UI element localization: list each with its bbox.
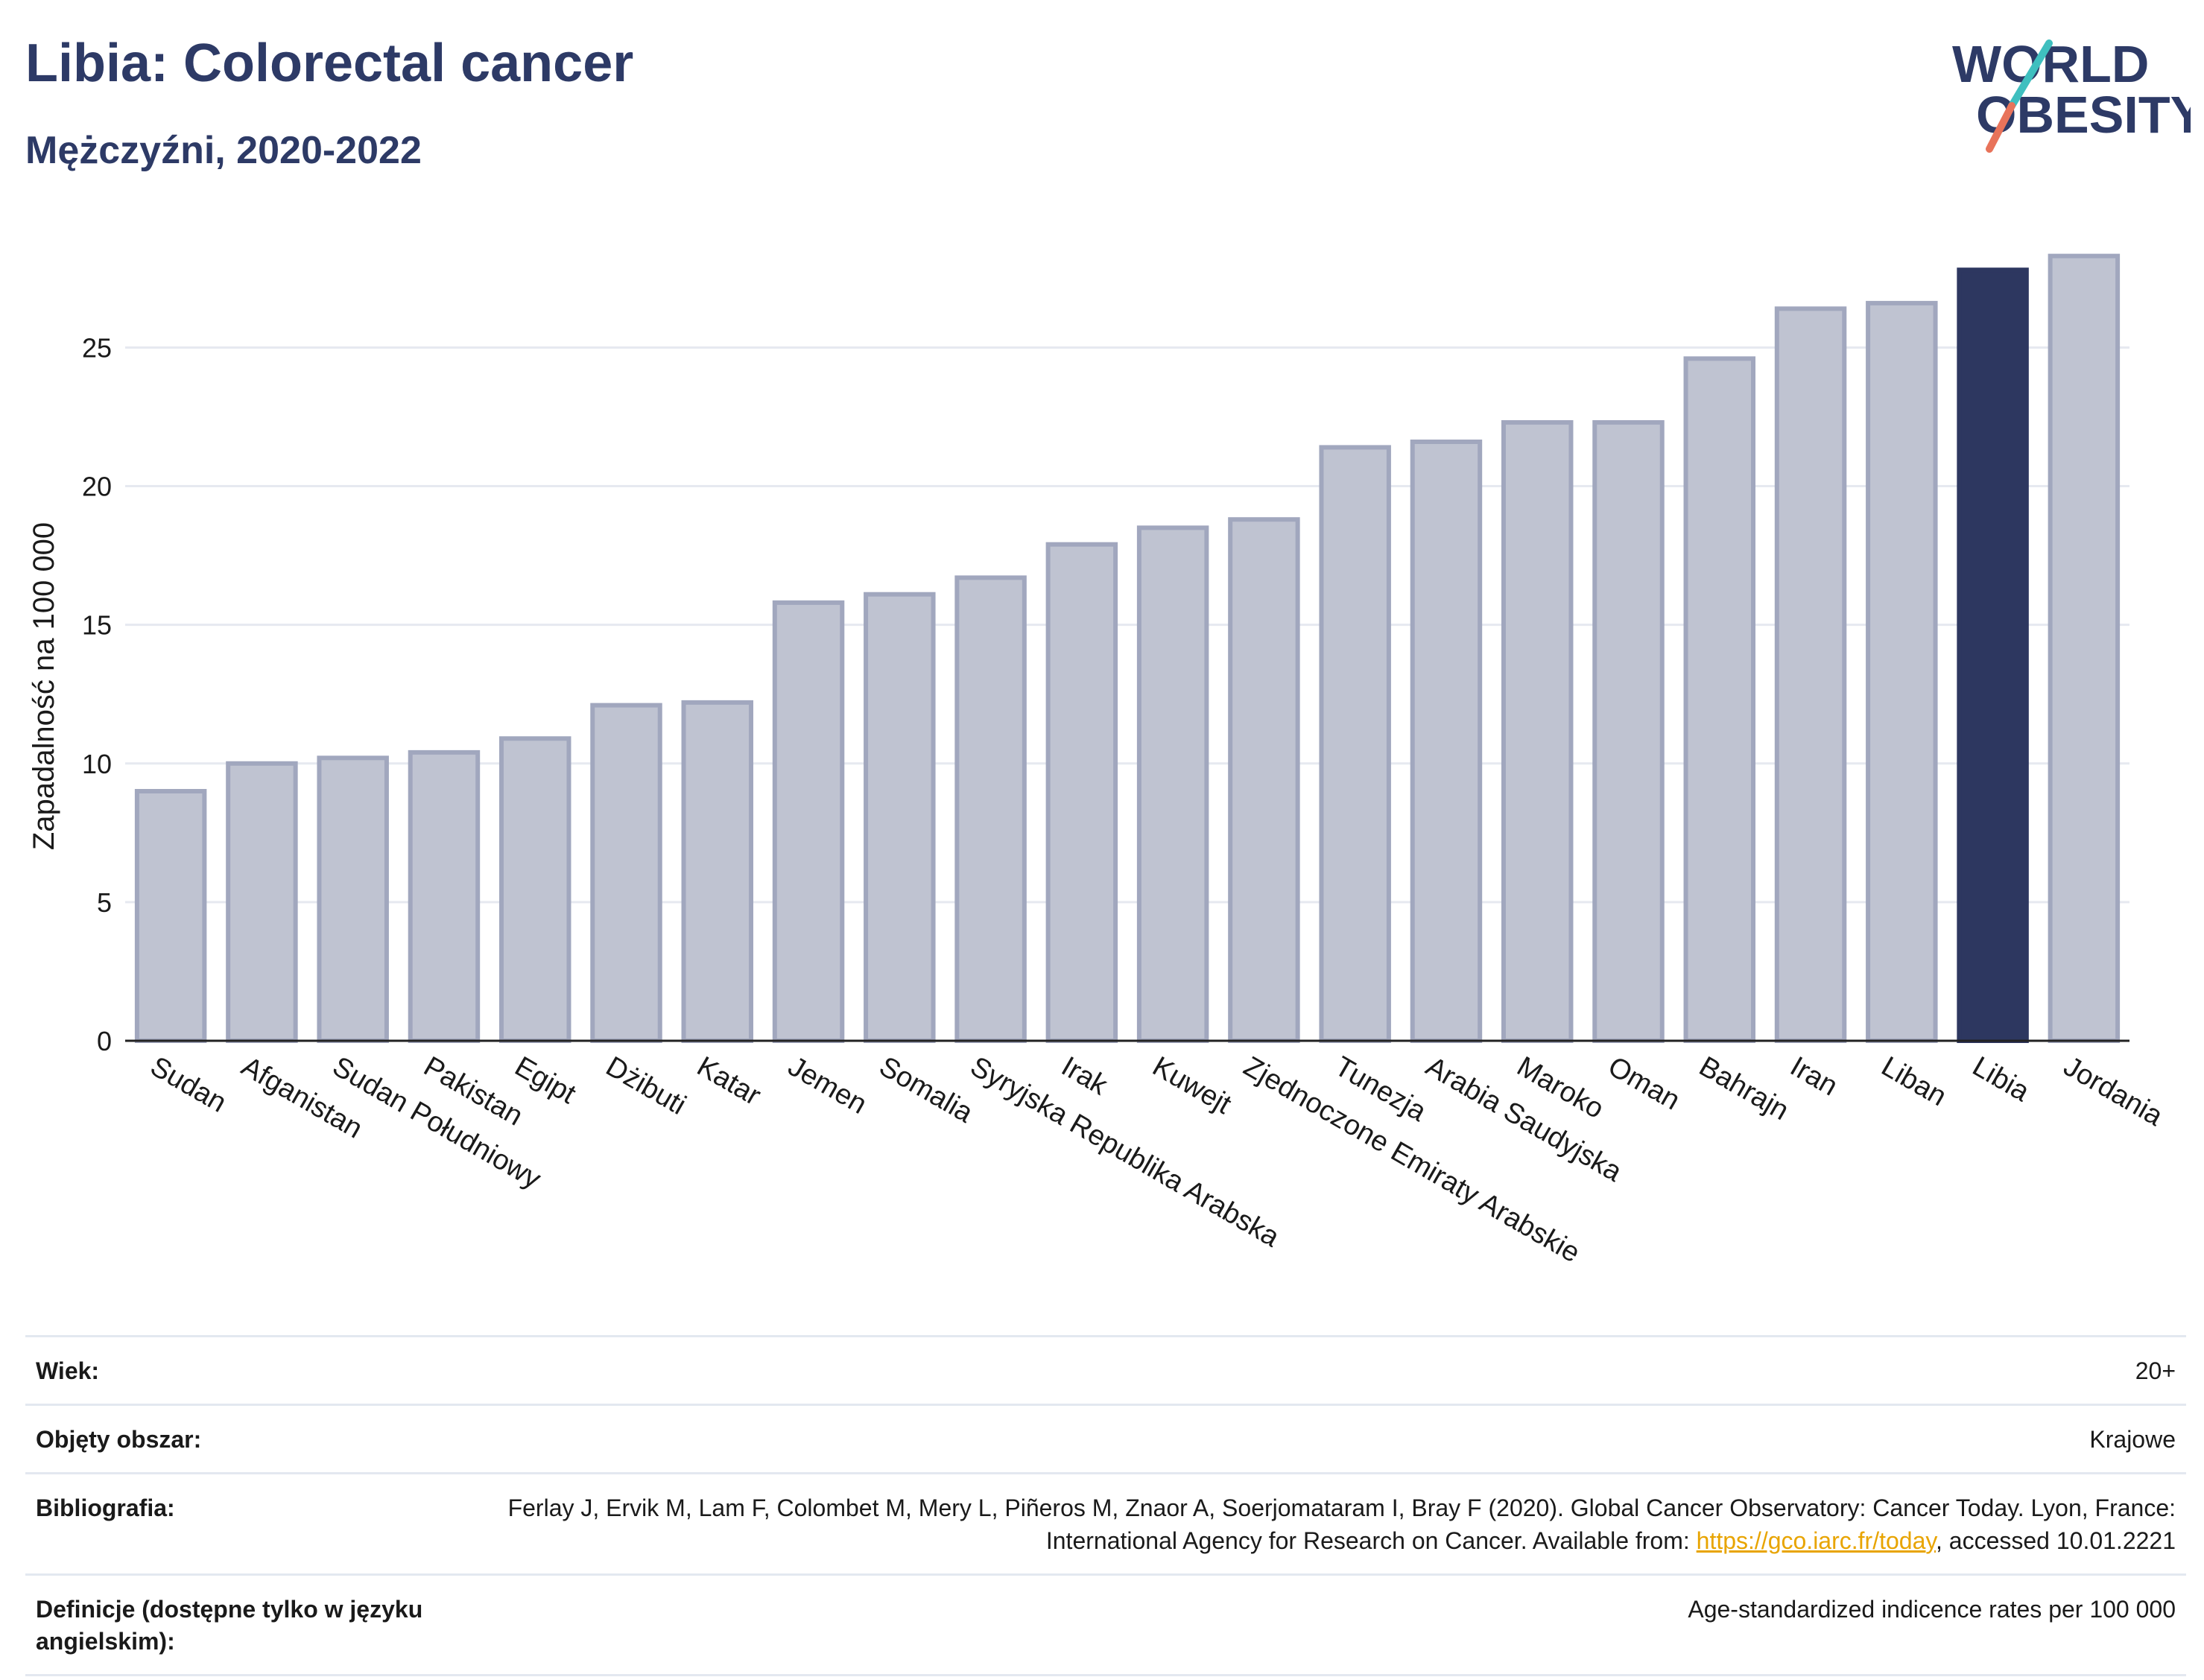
- metadata-table: Wiek: 20+ Objęty obszar: Krajowe Bibliog…: [25, 1334, 2186, 1677]
- meta-key: Wiek:: [25, 1334, 493, 1405]
- x-tick-label: Libia: [1967, 1050, 2035, 1108]
- y-axis-label: Zapadalność na 100 000: [28, 522, 60, 850]
- bar-katar: [681, 700, 754, 1044]
- bar-somalia: [864, 592, 936, 1043]
- x-tick-label: Jordania: [2058, 1050, 2168, 1132]
- y-tick-label: 5: [97, 887, 112, 918]
- x-tick-label: Jemen: [783, 1050, 873, 1120]
- y-axis-ticks: 0 5 10 15 20 25: [82, 332, 112, 1056]
- chart-subtitle: Mężczyźni, 2020-2022: [25, 129, 422, 172]
- bar-irak: [1045, 542, 1118, 1043]
- x-tick-label: Oman: [1603, 1050, 1685, 1116]
- bar-syryjska-republika-arabska: [954, 575, 1027, 1043]
- bar-egipt: [498, 736, 571, 1043]
- x-tick-label: Katar: [691, 1050, 766, 1112]
- x-tick-label: Irak: [1056, 1050, 1113, 1102]
- bar-arabia-saudyjska: [1410, 440, 1483, 1043]
- bar-dżibuti: [590, 703, 662, 1043]
- chart-title: Libia: Colorectal cancer: [25, 34, 634, 93]
- x-tick-label: Somalia: [874, 1050, 979, 1129]
- logo-slash-coral: [1986, 102, 2015, 153]
- x-tick-label: Dżibuti: [601, 1050, 691, 1120]
- x-tick-label: Iran: [1785, 1050, 1843, 1102]
- x-tick-label: Liban: [1876, 1050, 1952, 1112]
- bar-tunezja: [1319, 445, 1391, 1043]
- meta-key: Bibliografia:: [25, 1472, 493, 1575]
- x-tick-label: Bahrajn: [1694, 1050, 1793, 1126]
- logo-slash-teal: [2008, 39, 2053, 110]
- x-tick-label: Sudan: [145, 1050, 232, 1118]
- meta-key: Objęty obszar:: [25, 1404, 493, 1474]
- meta-key: Definicje (dostępne tylko w języku angie…: [25, 1573, 493, 1677]
- y-tick-label: 15: [82, 610, 112, 641]
- meta-value: Krajowe: [493, 1404, 2186, 1474]
- meta-value: Age-standardized indicence rates per 100…: [493, 1573, 2186, 1677]
- bar-kuwejt: [1136, 525, 1209, 1043]
- x-tick-label: Syryjska Republika Arabska: [965, 1050, 1285, 1253]
- bar-libia: [1957, 267, 2029, 1044]
- bar-iran: [1774, 306, 1847, 1044]
- meta-row-area: Objęty obszar: Krajowe: [25, 1404, 2186, 1474]
- meta-value: 20+: [493, 1334, 2186, 1405]
- bar-sudan-południowy: [317, 755, 389, 1043]
- y-tick-label: 25: [82, 332, 112, 363]
- x-tick-label: Kuwejt: [1147, 1050, 1237, 1120]
- bar-afganistan: [226, 761, 298, 1044]
- bibliography-accessed: , accessed 10.01.2221: [1935, 1527, 2176, 1554]
- meta-row-definitions: Definicje (dostępne tylko w języku angie…: [25, 1573, 2186, 1677]
- bar-zjednoczone-emiraty-arabskie: [1228, 517, 1300, 1043]
- bibliography-text: Ferlay J, Ervik M, Lam F, Colombet M, Me…: [507, 1494, 2176, 1554]
- bar-liban: [1866, 300, 1938, 1043]
- bar-oman: [1592, 419, 1665, 1043]
- meta-value: Ferlay J, Ervik M, Lam F, Colombet M, Me…: [493, 1472, 2186, 1575]
- bars: [134, 253, 2121, 1044]
- source-link[interactable]: https://gco.iarc.fr/today: [1696, 1527, 1936, 1554]
- bar-sudan: [134, 789, 207, 1043]
- bar-maroko: [1501, 419, 1574, 1043]
- meta-row-age: Wiek: 20+: [25, 1334, 2186, 1405]
- meta-row-bibliography: Bibliografia: Ferlay J, Ervik M, Lam F, …: [25, 1472, 2186, 1575]
- bar-jemen: [772, 600, 845, 1043]
- y-tick-label: 0: [97, 1026, 112, 1056]
- bar-pakistan: [408, 749, 481, 1044]
- y-tick-label: 20: [82, 472, 112, 502]
- y-tick-label: 10: [82, 749, 112, 779]
- world-obesity-logo: WORLD OBESITY: [1937, 22, 2204, 156]
- bar-jordania: [2048, 253, 2121, 1044]
- bar-bahrajn: [1683, 356, 1756, 1044]
